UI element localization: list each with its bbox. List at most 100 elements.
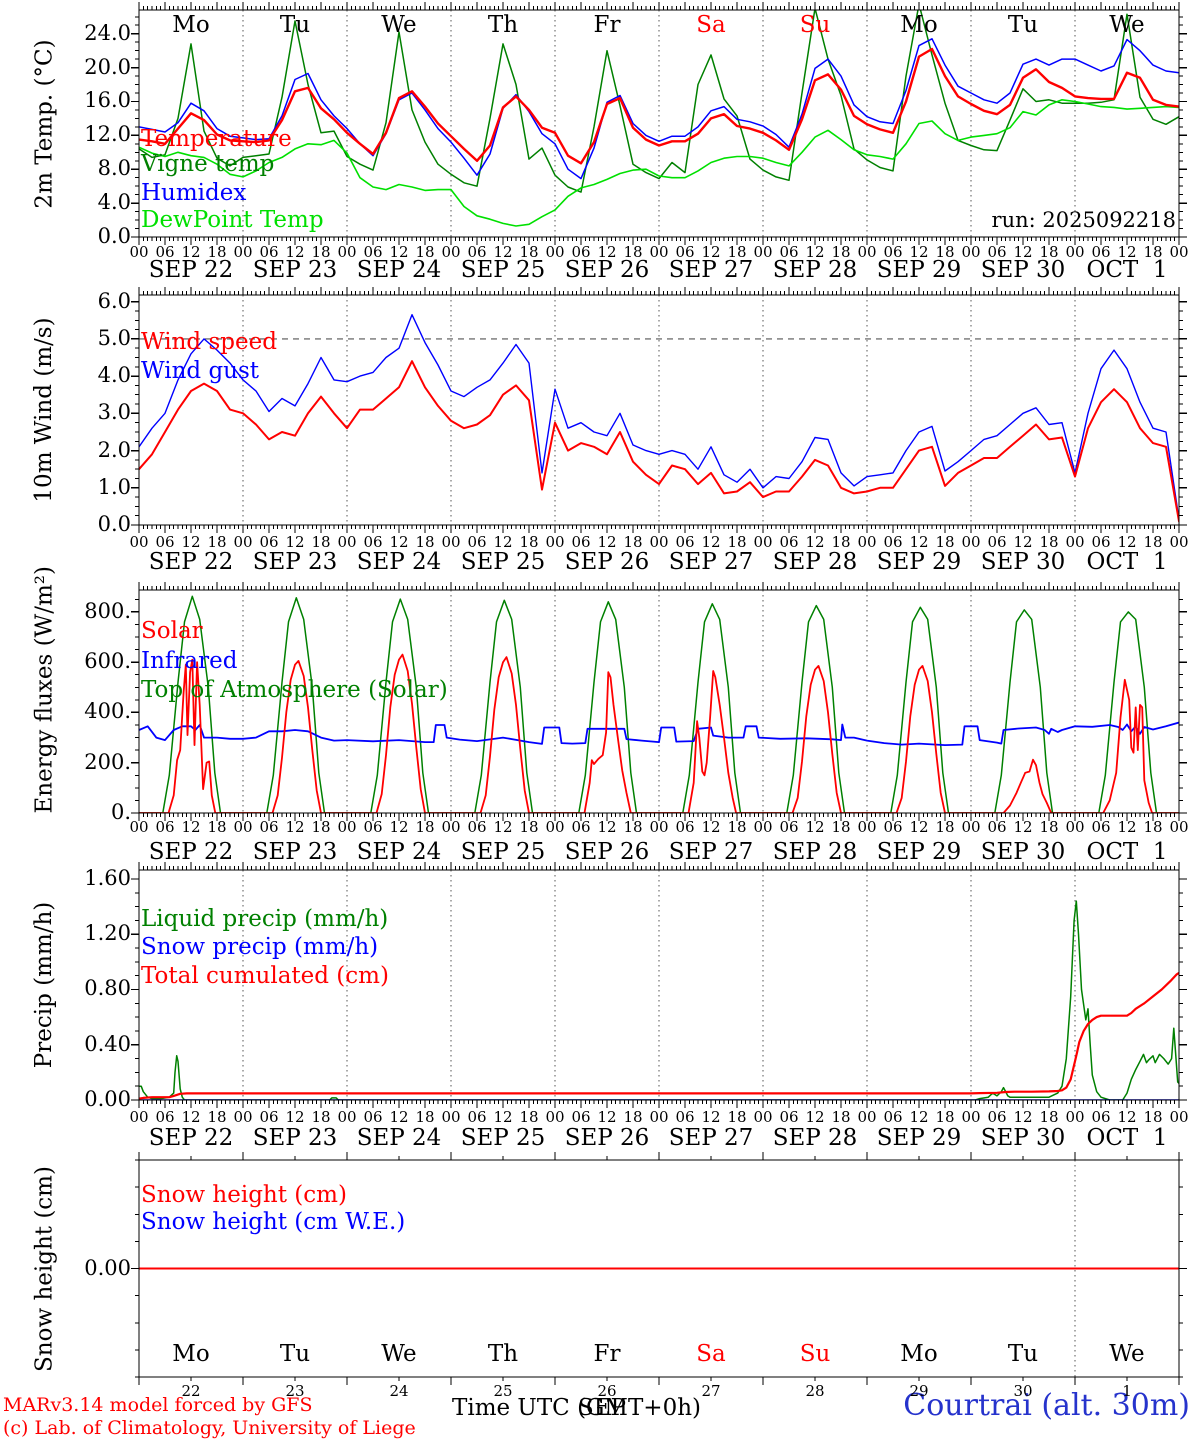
x-hour-label: 00 [753, 243, 773, 261]
x-date-label: SEP 22 [148, 839, 234, 865]
series-liquid-precip [139, 900, 1179, 1100]
series-wind-speed [139, 360, 1179, 523]
x-date-label: SEP 30 [980, 257, 1066, 283]
x-date-label: SEP 29 [876, 549, 962, 575]
x-hour-label: 00 [129, 533, 149, 551]
x-hour-label: 06 [1091, 1108, 1111, 1126]
x-hour-label: 00 [753, 1108, 773, 1126]
x-date-label: SEP 27 [668, 549, 754, 575]
x-hour-label: 06 [467, 533, 487, 551]
y-tick-label: 12.0 [84, 122, 131, 147]
x-hour-label: 18 [415, 1108, 435, 1126]
x-hour-label: 06 [467, 1108, 487, 1126]
x-hour-label: 12 [285, 243, 305, 261]
x-hour-label: 12 [389, 818, 409, 836]
x-hour-label: 00 [441, 818, 461, 836]
x-hour-label: 18 [415, 243, 435, 261]
x-date-label: SEP 22 [148, 1125, 234, 1151]
x-hour-label: 06 [675, 243, 695, 261]
x-hour-label: 18 [727, 818, 747, 836]
legend-snow-height: Snow height (cm) [141, 1182, 347, 1208]
x-hour-label: 00 [545, 818, 565, 836]
legend-wind-speed: Wind speed [141, 329, 277, 355]
x-date-label: SEP 24 [356, 1125, 442, 1151]
y-axis-title: 10m Wind (m/s) [31, 317, 57, 503]
dow-label-bottom: We [381, 1341, 417, 1367]
x-hour-label: 06 [155, 818, 175, 836]
x-hour-label: 06 [363, 818, 383, 836]
x-hour-label: 18 [1039, 533, 1059, 551]
x-hour-label: 00 [1169, 818, 1189, 836]
series-group [139, 314, 1179, 523]
x-hour-label: 12 [701, 1108, 721, 1126]
x-hour-label: 06 [675, 533, 695, 551]
x-hour-label: 18 [311, 818, 331, 836]
x-hour-label: 00 [233, 243, 253, 261]
x-date-label: SEP 22 [148, 257, 234, 283]
x-hour-label: 18 [727, 243, 747, 261]
x-hour-label: 00 [337, 818, 357, 836]
x-hour-label: 12 [701, 243, 721, 261]
y-tick-label: 1.0 [97, 474, 131, 499]
x-hour-label: 18 [935, 243, 955, 261]
day-number-label: 25 [493, 1382, 513, 1400]
x-hour-label: 00 [1065, 1108, 1085, 1126]
dow-label-bottom: Tu [1007, 1341, 1039, 1367]
x-date-label: SEP 30 [980, 839, 1066, 865]
dow-label-top: Su [799, 12, 831, 38]
x-date-label: SEP 29 [876, 257, 962, 283]
x-hour-label: 12 [805, 243, 825, 261]
x-hour-label: 12 [493, 818, 513, 836]
minor-ticks [135, 866, 1183, 1104]
x-hour-label: 00 [233, 1108, 253, 1126]
x-hour-label: 12 [389, 243, 409, 261]
dow-label-top: We [381, 12, 417, 38]
legend-snow-height-we: Snow height (cm W.E.) [141, 1209, 406, 1235]
x-hour-label: 00 [1169, 1108, 1189, 1126]
x-hour-label: 06 [883, 1108, 903, 1126]
x-date-label: SEP 26 [564, 1125, 650, 1151]
x-hour-label: 00 [961, 243, 981, 261]
dow-label-top: Mo [172, 12, 210, 38]
legend-vigne-temp: Vigne temp [141, 151, 275, 177]
legend-solar: Solar [141, 618, 203, 644]
x-hour-label: 00 [337, 243, 357, 261]
y-tick-label: 600. [84, 649, 131, 674]
x-hour-label: 12 [1117, 1108, 1137, 1126]
panel-frame [138, 1159, 1180, 1378]
x-hour-label: 00 [1169, 533, 1189, 551]
x-hour-label: 00 [545, 1108, 565, 1126]
x-hour-label: 00 [753, 818, 773, 836]
dow-label-top: Fr [593, 12, 621, 38]
dow-label-top: Tu [279, 12, 311, 38]
x-date-label: SEP 27 [668, 1125, 754, 1151]
x-hour-label: 12 [1117, 533, 1137, 551]
y-tick-label: 8.0 [97, 156, 131, 181]
x-hour-label: 06 [779, 818, 799, 836]
dow-label-top: We [1109, 12, 1145, 38]
x-date-label: SEP 27 [668, 257, 754, 283]
y-tick-label: 0.80 [84, 976, 131, 1001]
legend-temperature: Temperature [141, 126, 292, 152]
x-date-label: OCT 1 [1086, 257, 1168, 283]
series-dewpoint-temp [139, 99, 1179, 227]
x-hour-label: 00 [129, 243, 149, 261]
legend-snow-precip: Snow precip (mm/h) [141, 934, 379, 960]
series-wind-gust [139, 314, 1179, 521]
panel-frame [138, 869, 1180, 1101]
dow-label-top: Tu [1007, 12, 1039, 38]
x-hour-label: 18 [623, 1108, 643, 1126]
x-date-label: SEP 24 [356, 839, 442, 865]
x-hour-label: 00 [961, 1108, 981, 1126]
x-date-label: SEP 23 [252, 839, 338, 865]
y-tick-label: 16.0 [84, 88, 131, 113]
x-date-label: OCT 1 [1086, 1125, 1168, 1151]
y-tick-label: 24.0 [84, 20, 131, 45]
x-hour-label: 06 [155, 533, 175, 551]
major-ticks [131, 1152, 1187, 1385]
x-hour-label: 00 [961, 533, 981, 551]
y-tick-label: 2.0 [97, 437, 131, 462]
x-date-label: SEP 26 [564, 549, 650, 575]
month-label-sep: SEP [578, 1395, 627, 1421]
